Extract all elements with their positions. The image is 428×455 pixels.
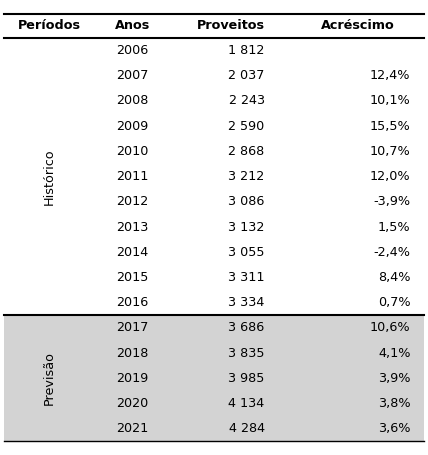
Text: 12,4%: 12,4% (370, 69, 410, 82)
Text: 2 868: 2 868 (229, 145, 265, 158)
Text: 2011: 2011 (116, 170, 149, 183)
Text: 4 134: 4 134 (229, 397, 265, 410)
Text: 2021: 2021 (116, 422, 149, 435)
Text: 3,6%: 3,6% (378, 422, 410, 435)
Bar (4, 14, 424, 38)
Text: 3,9%: 3,9% (378, 372, 410, 385)
Text: -2,4%: -2,4% (374, 246, 410, 259)
Text: Proveitos: Proveitos (197, 19, 265, 32)
Text: 3 985: 3 985 (228, 372, 265, 385)
Text: 2008: 2008 (116, 95, 149, 107)
Text: 10,6%: 10,6% (370, 321, 410, 334)
Text: 4 284: 4 284 (229, 422, 265, 435)
Text: 4,1%: 4,1% (378, 347, 410, 359)
Text: 10,7%: 10,7% (370, 145, 410, 158)
Text: 8,4%: 8,4% (378, 271, 410, 284)
Bar (4, 315, 424, 441)
Text: 3 132: 3 132 (228, 221, 265, 233)
Text: 2018: 2018 (116, 347, 149, 359)
Text: -3,9%: -3,9% (373, 195, 410, 208)
Text: 2013: 2013 (116, 221, 149, 233)
Text: 3 212: 3 212 (229, 170, 265, 183)
Text: 3 311: 3 311 (228, 271, 265, 284)
Text: 3 686: 3 686 (229, 321, 265, 334)
Text: 2016: 2016 (116, 296, 149, 309)
Text: Anos: Anos (115, 19, 150, 32)
Text: 2 590: 2 590 (229, 120, 265, 133)
Text: 15,5%: 15,5% (370, 120, 410, 133)
Text: 12,0%: 12,0% (370, 170, 410, 183)
Text: Acréscimo: Acréscimo (321, 19, 394, 32)
Text: 0,7%: 0,7% (378, 296, 410, 309)
Text: 3 334: 3 334 (228, 296, 265, 309)
Text: 1,5%: 1,5% (378, 221, 410, 233)
Text: 1 812: 1 812 (228, 44, 265, 57)
Text: 2 243: 2 243 (229, 95, 265, 107)
Text: Previsão: Previsão (43, 351, 56, 405)
Text: 2009: 2009 (116, 120, 149, 133)
Bar (4, 38, 424, 315)
Text: 2012: 2012 (116, 195, 149, 208)
Text: Períodos: Períodos (18, 19, 81, 32)
Text: 2017: 2017 (116, 321, 149, 334)
Text: 3 835: 3 835 (228, 347, 265, 359)
Text: 2006: 2006 (116, 44, 149, 57)
Text: 3 086: 3 086 (228, 195, 265, 208)
Text: 2010: 2010 (116, 145, 149, 158)
Text: 2015: 2015 (116, 271, 149, 284)
Text: 2007: 2007 (116, 69, 149, 82)
Text: 2 037: 2 037 (228, 69, 265, 82)
Text: 2020: 2020 (116, 397, 149, 410)
Text: 3 055: 3 055 (228, 246, 265, 259)
Text: 10,1%: 10,1% (370, 95, 410, 107)
Text: 3,8%: 3,8% (378, 397, 410, 410)
Text: Histórico: Histórico (43, 148, 56, 205)
Text: 2014: 2014 (116, 246, 149, 259)
Text: 2019: 2019 (116, 372, 149, 385)
